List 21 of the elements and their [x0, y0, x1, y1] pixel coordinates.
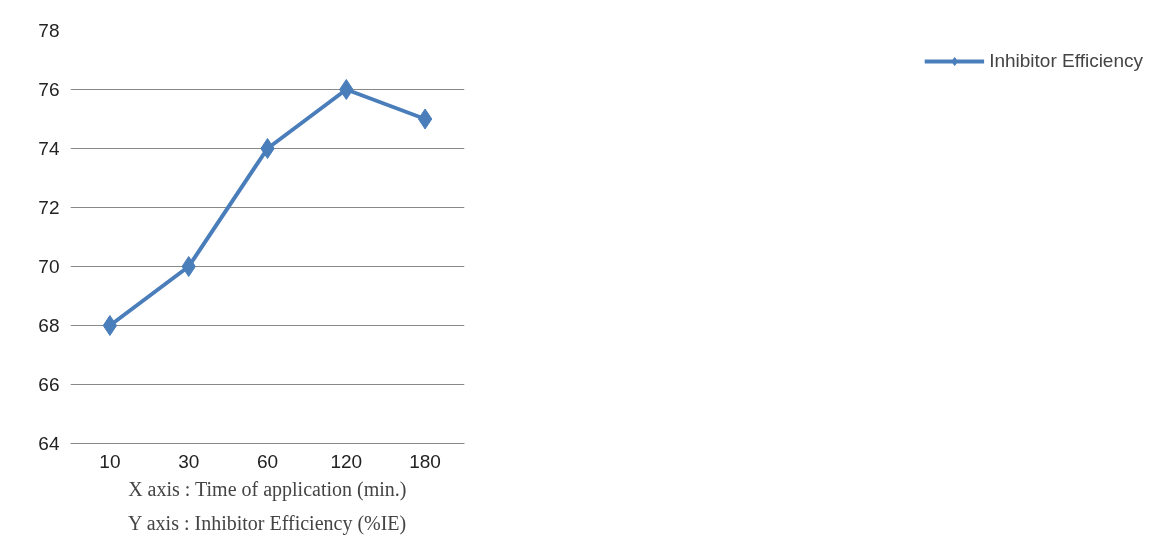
- x-tick-label: 10: [99, 450, 121, 472]
- y-tick-label: 68: [38, 315, 60, 336]
- text: Y axis : Inhibitor Efficiency (%IE): [128, 511, 407, 535]
- x-tick-label: 120: [330, 450, 363, 472]
- point: [339, 79, 354, 100]
- y-tick-label: 78: [38, 20, 60, 41]
- y-tick-label: 66: [38, 374, 60, 395]
- point: [260, 138, 275, 159]
- legend-label: Inhibitor Efficiency: [989, 50, 1143, 72]
- y-tick-label: 64: [38, 433, 60, 454]
- x-tick-label: 60: [256, 450, 279, 472]
- y-tick-label: 70: [38, 256, 60, 277]
- y-tick-label: 76: [38, 79, 60, 100]
- y-tick-label: 72: [38, 197, 60, 218]
- y-tick-label: 74: [38, 138, 60, 159]
- point: [181, 256, 196, 277]
- point: [102, 315, 118, 336]
- point: [417, 108, 433, 130]
- x-tick-label: 30: [178, 450, 200, 472]
- text: X axis : Time of application (min.): [128, 477, 407, 501]
- x-tick-label: 180: [409, 450, 441, 472]
